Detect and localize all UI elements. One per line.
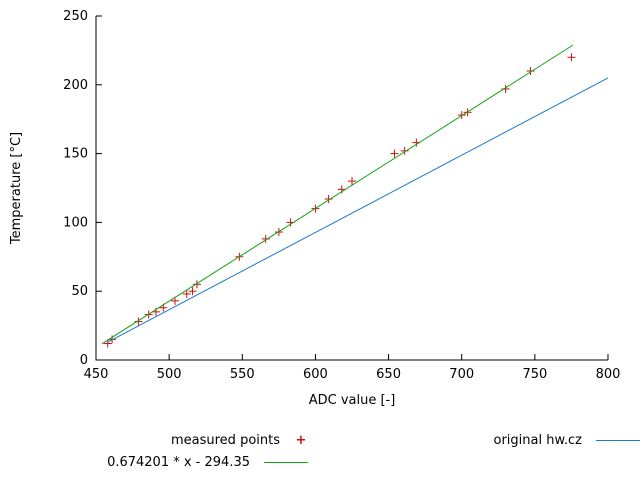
svg-text:700: 700 xyxy=(449,367,474,382)
svg-text:250: 250 xyxy=(63,9,88,24)
legend-entry-measured-points: measured points + xyxy=(60,433,308,448)
legend-label-original: original hw.cz xyxy=(493,433,582,448)
legend: measured points + 0.674201 * x - 294.35 … xyxy=(0,430,640,480)
legend-label-fit-line: 0.674201 * x - 294.35 xyxy=(107,455,250,470)
svg-text:0: 0 xyxy=(80,353,88,368)
plus-marker-icon: + xyxy=(295,432,307,448)
svg-text:450: 450 xyxy=(84,367,109,382)
svg-text:600: 600 xyxy=(303,367,328,382)
fit-line-sample-icon xyxy=(264,462,308,463)
svg-text:750: 750 xyxy=(522,367,547,382)
svg-text:550: 550 xyxy=(230,367,255,382)
legend-entry-fit-line: 0.674201 * x - 294.35 xyxy=(60,455,308,470)
legend-label-measured-points: measured points xyxy=(170,433,280,448)
svg-text:50: 50 xyxy=(71,284,88,299)
svg-text:Temperature [°C]: Temperature [°C] xyxy=(9,132,24,245)
svg-text:500: 500 xyxy=(157,367,182,382)
chart-canvas: 450 500 550 600 650 700 750 800 0 50 100 150 200 250 A… xyxy=(9,9,621,408)
svg-text:200: 200 xyxy=(63,78,88,93)
svg-text:800: 800 xyxy=(596,367,621,382)
svg-text:100: 100 xyxy=(63,215,88,230)
original-line-sample-icon xyxy=(596,440,640,441)
svg-text:650: 650 xyxy=(376,367,401,382)
legend-entry-original: original hw.cz xyxy=(356,433,640,448)
svg-text:150: 150 xyxy=(63,147,88,162)
svg-text:ADC value [-]: ADC value [-] xyxy=(309,393,396,408)
